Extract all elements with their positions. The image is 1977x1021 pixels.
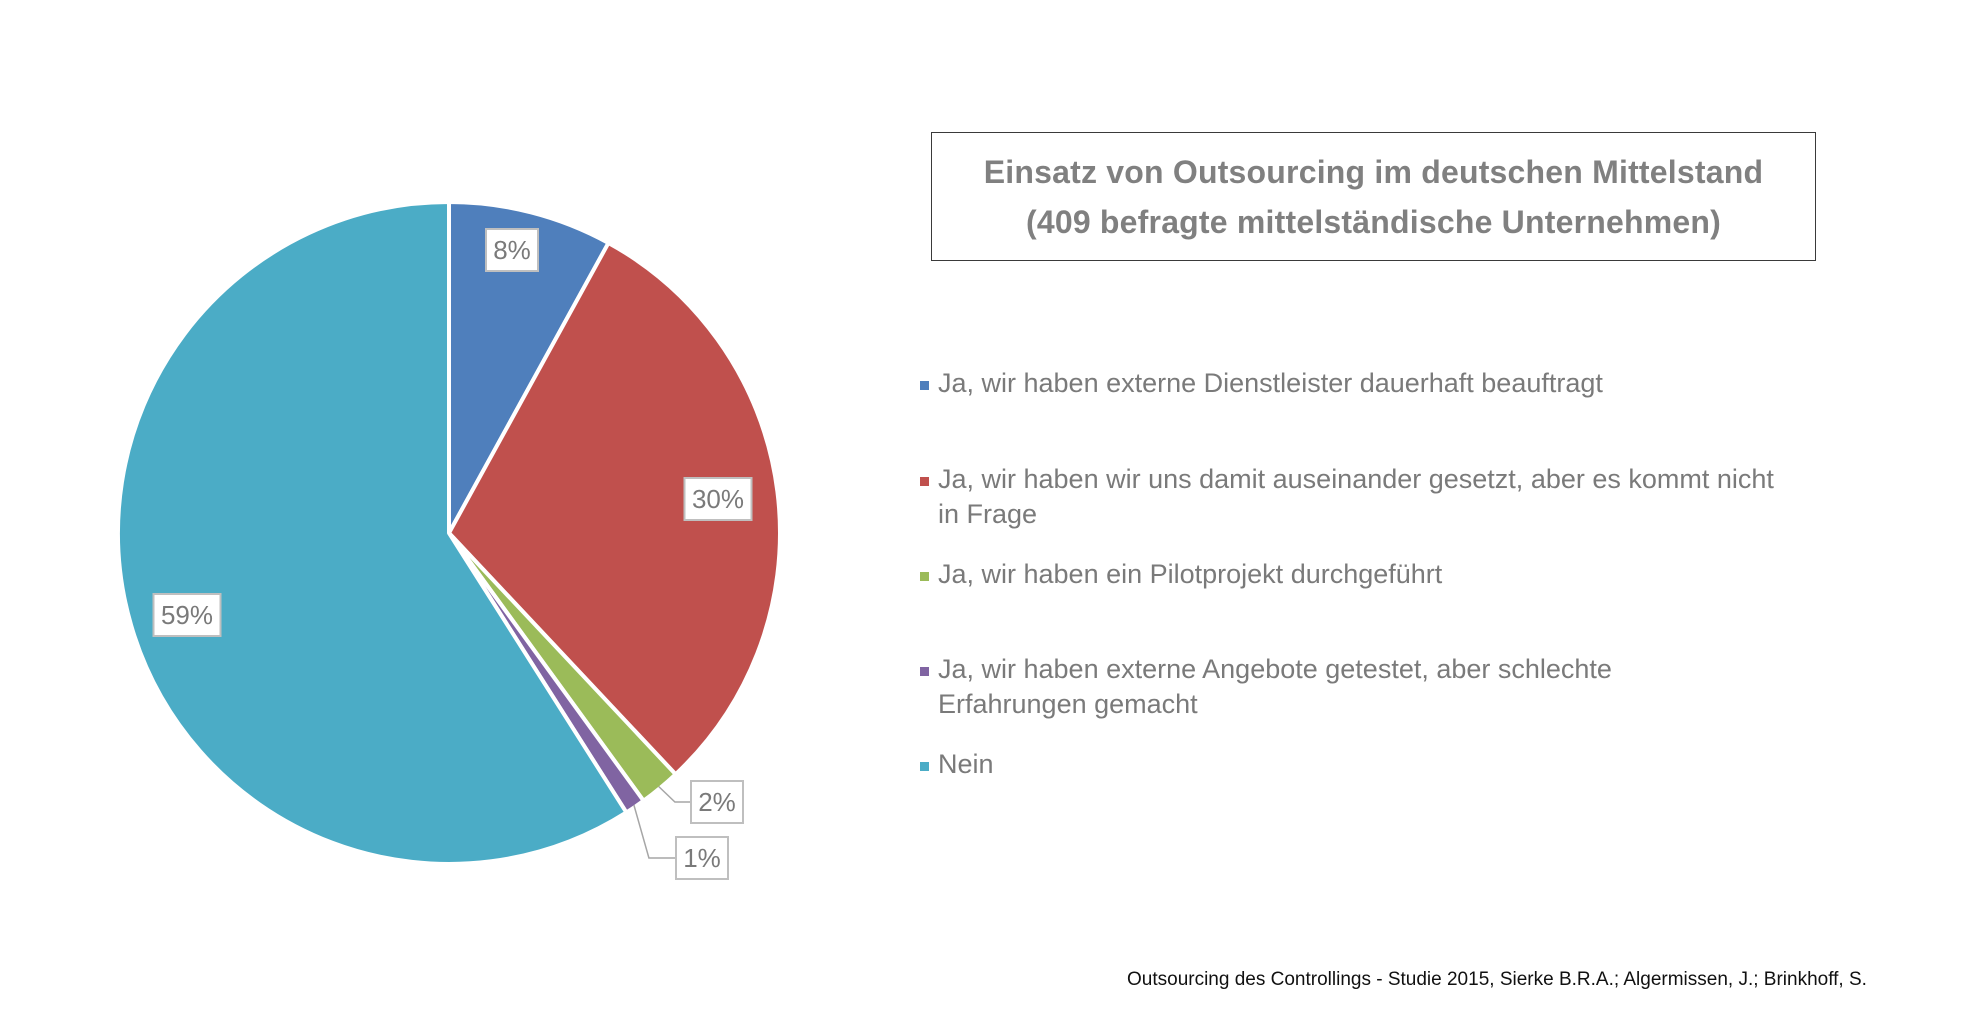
pie-chart: 8% 30% 2% 1% 59% bbox=[116, 200, 782, 880]
chart-title-box: Einsatz von Outsourcing im deutschen Mit… bbox=[931, 132, 1816, 261]
legend-item: Ja, wir haben wir uns damit auseinander … bbox=[920, 462, 1798, 532]
source-footnote: Outsourcing des Controllings - Studie 20… bbox=[1127, 969, 1867, 990]
data-label-box bbox=[690, 780, 744, 824]
leader-line bbox=[658, 785, 692, 803]
data-label-box bbox=[152, 593, 222, 637]
legend-marker-icon bbox=[920, 762, 929, 771]
legend-item: Ja, wir haben externe Dienstleister daue… bbox=[920, 366, 1818, 401]
data-label-box bbox=[675, 836, 729, 880]
chart-title: Einsatz von Outsourcing im deutschen Mit… bbox=[983, 153, 1764, 190]
legend-label: Ja, wir haben externe Dienstleister daue… bbox=[938, 368, 1603, 398]
legend-item: Ja, wir haben externe Angebote getestet,… bbox=[920, 652, 1698, 722]
legend-label: Ja, wir haben wir uns damit auseinander … bbox=[938, 464, 1774, 529]
data-label: 1% bbox=[683, 843, 721, 873]
data-label: 59% bbox=[161, 600, 213, 630]
pie-slice bbox=[447, 240, 782, 777]
pie-slice bbox=[447, 200, 611, 535]
legend-label: Nein bbox=[938, 749, 994, 779]
data-label: 2% bbox=[698, 787, 736, 817]
legend-item: Ja, wir haben ein Pilotprojekt durchgefü… bbox=[920, 557, 1818, 592]
legend-marker-icon bbox=[920, 381, 929, 390]
leader-line bbox=[633, 804, 677, 859]
legend-marker-icon bbox=[920, 477, 929, 486]
chart-subtitle: (409 befragte mittelständische Unternehm… bbox=[1026, 203, 1721, 240]
data-label: 8% bbox=[493, 235, 531, 265]
data-label-box bbox=[485, 228, 539, 272]
legend-marker-icon bbox=[920, 572, 929, 581]
legend-marker-icon bbox=[920, 667, 929, 676]
legend-label: Ja, wir haben ein Pilotprojekt durchgefü… bbox=[938, 559, 1443, 589]
data-label-box bbox=[683, 477, 753, 521]
legend-label: Ja, wir haben externe Angebote getestet,… bbox=[938, 654, 1612, 719]
legend-item: Nein bbox=[920, 747, 1818, 782]
data-label: 30% bbox=[692, 484, 744, 514]
pie-slice bbox=[116, 200, 629, 866]
